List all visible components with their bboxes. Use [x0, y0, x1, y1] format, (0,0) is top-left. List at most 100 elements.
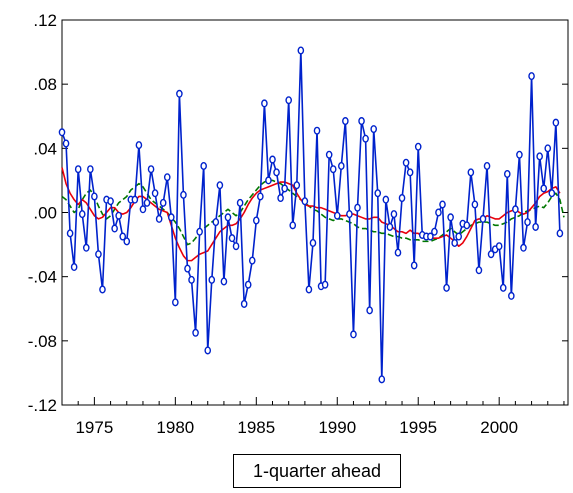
x-tick-label: 2000: [480, 418, 518, 437]
data-point: [277, 194, 284, 203]
data-point: [471, 200, 479, 209]
data-point: [273, 168, 280, 177]
y-tick-label: .08: [33, 75, 57, 94]
data-point: [163, 173, 171, 182]
data-point: [135, 141, 143, 150]
data-point: [151, 189, 159, 198]
data-point: [406, 168, 414, 177]
x-tick-label: 1980: [156, 418, 194, 437]
y-tick-label: -.04: [28, 268, 57, 287]
data-point: [451, 238, 458, 247]
y-tick-label: .04: [33, 139, 57, 158]
data-point: [208, 275, 216, 284]
x-tick-label: 1975: [75, 418, 113, 437]
data-point: [508, 291, 515, 300]
data-point: [244, 280, 252, 289]
data-point: [147, 165, 155, 174]
data-point: [155, 214, 163, 223]
data-point: [516, 150, 523, 159]
data-point: [333, 211, 341, 220]
data-point: [329, 165, 337, 174]
data-point: [204, 346, 212, 355]
data-point: [382, 195, 390, 204]
data-point: [184, 264, 191, 273]
data-point: [536, 152, 543, 161]
data-point: [528, 72, 535, 81]
x-tick-label: 1995: [399, 418, 437, 437]
data-point: [354, 203, 361, 212]
x-tick-label: 1990: [318, 418, 356, 437]
data-point: [342, 117, 349, 126]
data-point: [499, 283, 507, 292]
data-point: [87, 165, 94, 174]
data-point: [176, 89, 183, 98]
data-point: [159, 198, 167, 207]
data-point: [74, 165, 82, 174]
data-point: [224, 213, 232, 222]
data-point: [232, 242, 240, 251]
data-point: [216, 181, 224, 190]
data-point: [220, 277, 228, 286]
data-point: [58, 128, 66, 137]
data-point: [252, 216, 260, 225]
data-point: [248, 256, 256, 265]
data-point: [414, 142, 422, 151]
data-point: [467, 168, 475, 177]
data-point: [394, 248, 402, 257]
data-point: [91, 192, 98, 201]
data-point: [261, 99, 268, 108]
data-point: [82, 243, 90, 252]
data-point: [309, 238, 317, 247]
data-point: [503, 169, 511, 178]
data-point: [62, 139, 70, 148]
data-point: [281, 184, 288, 193]
data-point: [123, 237, 131, 246]
data-point: [95, 250, 102, 259]
data-point: [358, 117, 365, 126]
data-point: [390, 210, 398, 219]
data-point: [301, 197, 309, 206]
data-point: [269, 155, 276, 164]
data-point: [524, 218, 531, 227]
data-point: [532, 222, 539, 231]
data-point: [386, 222, 394, 231]
data-point: [228, 234, 236, 243]
legend-box: 1-quarter ahead: [233, 454, 401, 488]
data-point: [548, 189, 556, 198]
data-point: [370, 125, 378, 134]
data-point: [479, 214, 487, 223]
data-point: [180, 190, 187, 199]
data-point: [115, 211, 122, 220]
data-point: [111, 224, 118, 233]
data-point: [289, 221, 297, 230]
data-point: [265, 176, 272, 185]
y-tick-label: .00: [33, 204, 57, 223]
data-point: [167, 213, 175, 222]
axes: .12 .08 .04 .00 -.04 -.08 -.12 1975 1980 1985 1990…: [28, 11, 568, 437]
data-point: [188, 275, 195, 284]
data-point: [475, 266, 483, 275]
data-point: [200, 161, 207, 170]
data-point: [143, 198, 151, 207]
data-point: [172, 298, 179, 307]
data-point: [483, 161, 491, 170]
y-tick-label: .12: [33, 11, 57, 30]
data-point: [70, 263, 78, 272]
data-point: [544, 144, 552, 153]
series-smooth-line: [61, 167, 561, 262]
y-tick-label: -.12: [28, 396, 57, 415]
data-point: [362, 134, 369, 143]
data-point: [410, 261, 418, 270]
y-tick-label: -.08: [28, 332, 57, 351]
data-point: [78, 210, 86, 219]
series-dashed-line: [61, 179, 565, 246]
data-point: [366, 306, 373, 315]
data-point: [338, 161, 345, 170]
data-point: [427, 232, 434, 241]
data-point: [374, 189, 382, 198]
data-point: [236, 198, 244, 207]
data-point: [346, 210, 353, 219]
data-point: [297, 46, 305, 55]
data-point: [512, 205, 519, 214]
